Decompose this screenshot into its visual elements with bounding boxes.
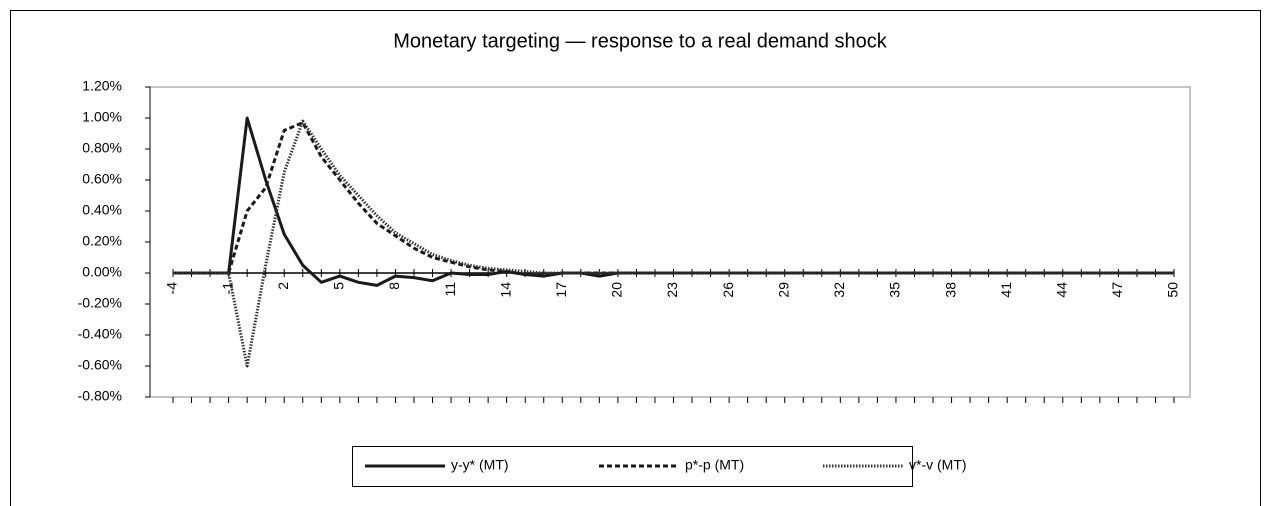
plot-area [149, 86, 1191, 398]
x-tick-label: 32 [831, 282, 847, 298]
chart-border [10, 10, 1261, 506]
x-tick-label: 23 [664, 282, 680, 298]
y-tick-label: 1.00% [82, 109, 122, 125]
x-tick-label: 5 [331, 282, 347, 290]
y-tick-label: 0.00% [82, 264, 122, 280]
y-tick-label: -0.60% [78, 357, 122, 373]
x-tick-label: 14 [497, 282, 513, 298]
legend-label: y-y* (MT) [451, 457, 509, 473]
x-tick-label: 2 [275, 282, 291, 290]
series-line [173, 119, 1174, 368]
x-tick-label: 11 [442, 282, 458, 297]
y-tick-label: -0.20% [78, 295, 122, 311]
legend-label: p*-p (MT) [685, 457, 744, 473]
legend-label: v*-v (MT) [909, 457, 967, 473]
x-tick-label: -4 [164, 282, 180, 295]
y-tick-label: 0.60% [82, 171, 122, 187]
x-tick-label: 38 [942, 282, 958, 298]
y-tick-label: -0.40% [78, 326, 122, 342]
x-tick-label: 17 [553, 282, 569, 298]
series-line [173, 116, 1174, 287]
y-tick-label: 0.20% [82, 233, 122, 249]
y-tick-label: 0.80% [82, 140, 122, 156]
chart-title: Monetary targeting — response to a real … [393, 30, 888, 52]
x-tick-label: 47 [1109, 282, 1125, 298]
x-tick-label: 26 [720, 282, 736, 298]
x-tick-label: 44 [1053, 282, 1069, 298]
y-tick-label: -0.80% [78, 388, 122, 404]
x-tick-label: 20 [609, 282, 625, 298]
x-tick-label: 50 [1165, 282, 1181, 298]
x-tick-label: -1 [219, 282, 235, 295]
x-tick-label: 41 [998, 282, 1014, 298]
x-tick-label: 35 [887, 282, 903, 298]
y-tick-label: 0.40% [82, 202, 122, 218]
x-tick-label: 8 [386, 282, 402, 290]
series-line [173, 121, 1174, 277]
y-tick-label: 1.20% [82, 78, 122, 94]
x-tick-label: 29 [775, 282, 791, 298]
